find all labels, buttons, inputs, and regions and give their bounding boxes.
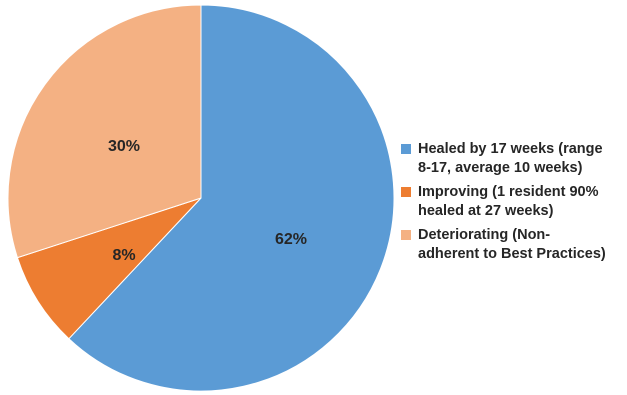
data-label-3: 30% [108,138,140,155]
data-label-2: 8% [112,247,135,264]
legend-item-1: Healed by 17 weeks (range 8-17, average 1… [401,140,627,178]
pie-slice-3 [7,4,202,259]
pie-slice-2 [16,197,202,340]
pie-data-labels: 62% 8% 30% [108,138,307,264]
pie-slices [7,4,395,392]
legend-label: Improving (1 resident 90% healed at 27 we… [418,184,599,219]
legend-item-2: Improving (1 resident 90% healed at 27 we… [401,183,627,221]
legend-label: Deteriorating (Non-adherent to Best Prac… [418,227,606,262]
legend-label: Healed by 17 weeks (range 8-17, average 1… [418,141,603,176]
pie-slice-1 [68,4,395,392]
legend-swatch [401,144,411,154]
legend-swatch [401,187,411,197]
data-label-1: 62% [275,231,307,248]
legend: Healed by 17 weeks (range 8-17, average 1… [401,140,627,269]
legend-item-3: Deteriorating (Non-adherent to Best Prac… [401,226,627,264]
legend-swatch [401,230,411,240]
